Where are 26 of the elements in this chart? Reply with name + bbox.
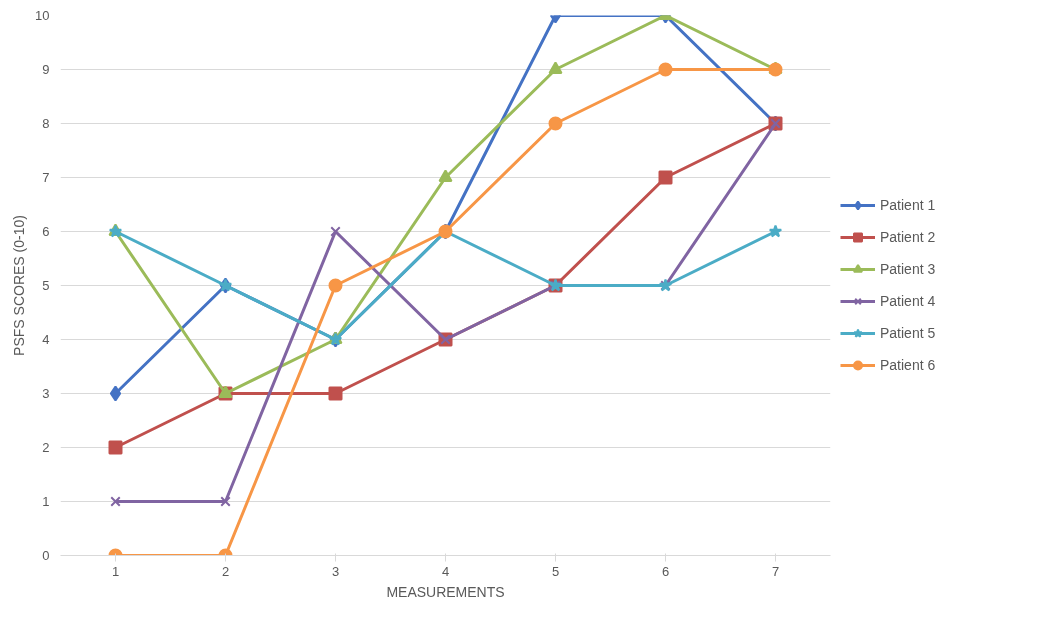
x-tick-label: 6 <box>661 563 670 579</box>
y-tick-label: 8 <box>42 116 50 131</box>
x-tick-label: 4 <box>441 563 450 579</box>
y-tick-label: 7 <box>42 170 50 185</box>
x-tick-label: 7 <box>771 563 780 579</box>
y-tick-label: 2 <box>42 440 50 455</box>
x-axis-title: MEASUREMENTS <box>386 583 505 600</box>
x-tick-label: 5 <box>551 563 560 579</box>
y-tick-label: 9 <box>42 62 50 77</box>
y-tick-label: 1 <box>42 494 50 509</box>
x-tick-label: 2 <box>221 563 230 579</box>
y-tick-label: 5 <box>42 278 50 293</box>
y-tick-label: 3 <box>42 386 50 401</box>
legend-label: Patient 2 <box>880 229 936 245</box>
y-tick-label: 6 <box>42 224 50 239</box>
legend-label: Patient 4 <box>880 293 936 309</box>
y-tick-label: 10 <box>35 8 50 23</box>
legend-label: Patient 3 <box>880 261 936 277</box>
y-tick-label: 4 <box>42 332 50 347</box>
x-tick-label: 3 <box>331 563 340 579</box>
y-axis-title: PSFS SCORES (0-10) <box>11 215 28 356</box>
legend-label: Patient 5 <box>880 325 936 341</box>
legend-label: Patient 1 <box>880 197 936 213</box>
y-tick-label: 0 <box>42 548 50 563</box>
legend-label: Patient 6 <box>880 357 936 373</box>
x-tick-label: 1 <box>111 563 120 579</box>
